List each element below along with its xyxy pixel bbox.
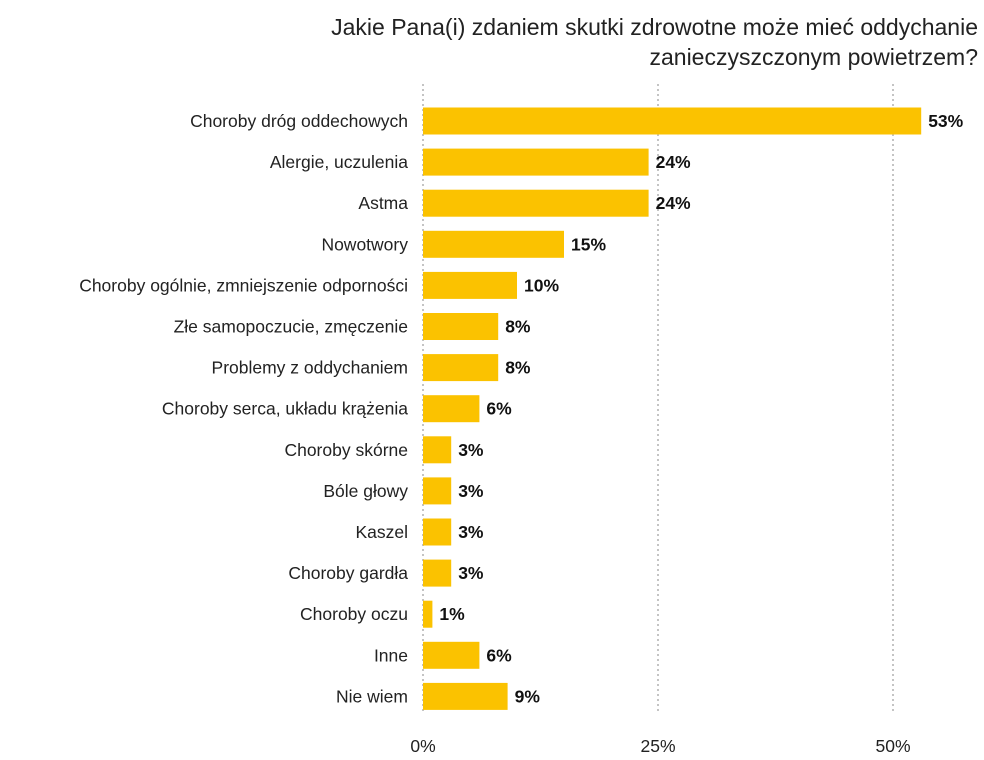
value-label: 6% [486, 645, 512, 665]
category-label: Choroby ogólnie, zmniejszenie odporności [79, 275, 408, 295]
value-label: 8% [505, 358, 531, 378]
bar [423, 559, 452, 587]
category-labels: Choroby dróg oddechowych Alergie, uczulen… [79, 111, 408, 706]
x-tick-label: 25% [640, 736, 675, 756]
chart-title: Jakie Pana(i) zdaniem skutki zdrowotne m… [78, 12, 978, 72]
category-label: Bóle głowy [323, 481, 408, 501]
x-tick-label: 0% [410, 736, 435, 756]
value-labels: 53% 24% 24% 15% 10% 8% 8% 6% 3% 3% 3% 3% 1% 6% 9% [439, 111, 963, 706]
value-label: 3% [458, 563, 484, 583]
chart-title-line-1: Jakie Pana(i) zdaniem skutki zdrowotne m… [331, 14, 978, 40]
value-label: 53% [928, 111, 963, 131]
category-label: Choroby serca, układu krążenia [162, 399, 408, 419]
value-label: 3% [458, 481, 484, 501]
category-label: Problemy z oddychaniem [212, 358, 408, 378]
bar [423, 354, 499, 382]
value-label: 24% [656, 193, 691, 213]
chart-title-line-2: zanieczyszczonym powietrzem? [649, 44, 978, 70]
bar [423, 189, 649, 217]
value-label: 3% [458, 522, 484, 542]
bar [423, 682, 508, 710]
bar [423, 436, 452, 464]
category-label: Nowotwory [321, 234, 408, 254]
bar [423, 313, 499, 340]
category-label: Astma [358, 193, 408, 213]
value-label: 3% [458, 440, 484, 460]
value-label: 8% [505, 317, 531, 337]
bar [423, 148, 649, 176]
bar [423, 107, 922, 135]
bar [423, 518, 452, 546]
category-label: Złe samopoczucie, zmęczenie [174, 317, 408, 337]
category-label: Kaszel [355, 522, 408, 542]
category-label: Choroby oczu [300, 604, 408, 624]
value-label: 10% [524, 275, 559, 295]
value-label: 9% [515, 686, 541, 706]
bar [423, 395, 480, 423]
x-axis-ticks: 0% 25% 50% [410, 736, 910, 756]
category-label: Choroby skórne [284, 440, 408, 460]
bar [423, 271, 517, 299]
bars [423, 107, 922, 710]
x-tick-label: 50% [875, 736, 910, 756]
value-label: 6% [486, 399, 512, 419]
bar [423, 641, 480, 669]
bar [423, 600, 433, 628]
category-label: Choroby gardła [288, 563, 408, 583]
value-label: 1% [439, 604, 465, 624]
category-label: Choroby dróg oddechowych [190, 111, 408, 131]
bar [423, 477, 452, 505]
value-label: 24% [656, 152, 691, 172]
category-label: Nie wiem [336, 686, 408, 706]
category-label: Inne [374, 645, 408, 665]
category-label: Alergie, uczulenia [270, 152, 408, 172]
value-label: 15% [571, 234, 606, 254]
bar [423, 230, 564, 258]
